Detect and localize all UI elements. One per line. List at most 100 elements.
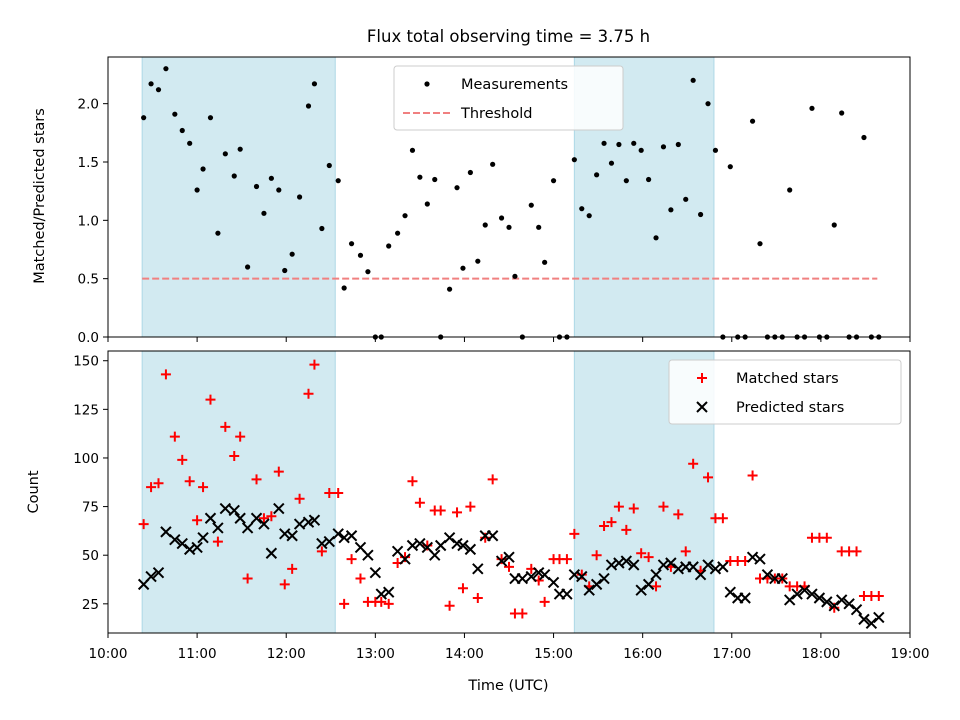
- bottom-predicted-stars-point-77: [702, 559, 714, 571]
- top-measurements-point-95: [839, 110, 845, 116]
- bottom-predicted-stars-point-55: [538, 568, 551, 581]
- bottom-predicted-stars-point-11: [212, 522, 224, 534]
- bottom-matched-stars-point-50: [504, 561, 514, 572]
- top-measurements-point-64: [608, 160, 615, 166]
- top-measurements-point-46: [475, 258, 481, 264]
- bottom-predicted-stars-point-4: [160, 526, 172, 538]
- bottom-matched-stars-point-27: [333, 487, 344, 498]
- top-measurements-point-76: [697, 211, 704, 218]
- top-measurements-point-43: [454, 185, 460, 191]
- top-measurements-point-55: [542, 259, 548, 265]
- top-measurements-point-78: [712, 147, 719, 153]
- bottom-matched-stars-point-73: [673, 509, 684, 520]
- bottom-matched-stars-point-3: [153, 478, 164, 489]
- bottom-predicted-stars-point-80: [724, 586, 737, 598]
- bottom-matched-stars-point-58: [561, 554, 572, 565]
- bottom-legend-label-2: Predicted stars: [736, 400, 844, 416]
- x-tick-label-2: 11:00: [178, 646, 217, 662]
- top-measurements-point-16: [253, 183, 260, 190]
- x-tick-label-5: 14:00: [445, 646, 484, 662]
- top-measurements-point-70: [653, 235, 659, 241]
- top-measurements-point-38: [417, 174, 423, 180]
- bottom-matched-stars-point-83: [747, 470, 758, 481]
- bottom-series-2: [137, 502, 885, 629]
- bottom-matched-stars-point-5: [169, 431, 180, 442]
- bottom-matched-stars-point-41: [435, 505, 446, 516]
- bottom-predicted-stars-point-22: [293, 518, 306, 530]
- x-tick-label-6: 15:00: [534, 646, 573, 662]
- bottom-y-tick-label-6: 150: [73, 354, 99, 370]
- top-measurements-point-49: [498, 215, 505, 221]
- bottom-predicted-stars-point-27: [332, 528, 344, 540]
- top-measurements-point-69: [646, 176, 652, 183]
- bottom-predicted-stars-point-97: [850, 603, 863, 616]
- x-tick-label-3: 12:00: [267, 646, 306, 662]
- bottom-predicted-stars-point-94: [828, 600, 840, 612]
- bottom-matched-stars-point-17: [258, 513, 269, 524]
- bottom-predicted-stars-point-38: [414, 537, 426, 550]
- bottom-predicted-stars-point-68: [635, 584, 647, 596]
- bottom-matched-stars-point-9: [198, 482, 209, 493]
- x-tick-label-10: 19:00: [891, 646, 930, 662]
- top-measurements-point-53: [528, 202, 534, 208]
- top-measurements-point-59: [571, 157, 577, 163]
- bottom-matched-stars-point-12: [220, 421, 231, 432]
- bottom-predicted-stars-point-85: [761, 568, 774, 581]
- top-measurements-point-7: [187, 140, 193, 146]
- top-measurements-point-98: [861, 134, 867, 141]
- bottom-matched-stars-point-21: [287, 563, 298, 574]
- top-measurements-point-63: [601, 140, 607, 146]
- top-measurements-point-6: [179, 127, 185, 134]
- top-measurements-point-62: [594, 172, 600, 178]
- top-measurements-point-91: [809, 105, 815, 111]
- bottom-predicted-stars-point-24: [308, 514, 321, 526]
- bottom-matched-stars-point-26: [324, 487, 335, 498]
- bottom-y-tick-label-3: 75: [82, 500, 99, 516]
- top-measurements-point-8: [194, 187, 200, 193]
- top-measurements-point-28: [341, 285, 347, 291]
- top-measurements-point-77: [705, 101, 711, 107]
- bottom-predicted-stars-point-32: [369, 567, 382, 579]
- top-y-tick-label-3: 1.0: [78, 213, 99, 229]
- bottom-legend: Matched stars Predicted stars: [668, 359, 902, 425]
- top-y-tick-label-5: 2.0: [78, 97, 99, 113]
- bottom-matched-stars-point-29: [346, 554, 357, 565]
- x-tick-label-8: 17:00: [712, 646, 751, 662]
- top-measurements-point-88: [787, 187, 793, 193]
- bottom-predicted-stars-point-95: [835, 594, 848, 606]
- bottom-matched-stars-point-70: [651, 581, 662, 592]
- bottom-matched-stars-point-6: [177, 454, 188, 465]
- bottom-predicted-stars-point-91: [806, 588, 818, 600]
- bottom-y-tick-label-5: 125: [73, 402, 99, 418]
- bottom-predicted-stars-point-21: [286, 530, 298, 542]
- top-measurements-point-75: [690, 77, 696, 83]
- top-legend-box: [393, 65, 624, 131]
- bottom-matched-stars-point-43: [452, 507, 463, 518]
- bottom-matched-stars-point-68: [636, 548, 647, 559]
- bottom-panel: 25 50 75 100 125 150 10:00 11:00 12:00 13:00 14:00…: [73, 350, 930, 662]
- top-measurements-point-13: [231, 173, 237, 179]
- bottom-matched-stars-point-46: [472, 592, 483, 603]
- bottom-predicted-stars-point-45: [464, 543, 477, 556]
- bottom-predicted-stars-point-46: [472, 563, 484, 575]
- top-panel: 0.0 0.5 1.0 1.5 2.0 Measurements Threshold: [78, 56, 911, 346]
- bottom-predicted-stars-point-3: [152, 567, 165, 579]
- bottom-matched-stars-point-62: [591, 550, 602, 561]
- bottom-matched-stars-point-69: [643, 552, 654, 563]
- bottom-y-axis-label: Count: [26, 470, 42, 513]
- bottom-matched-stars-point-67: [628, 503, 639, 514]
- bottom-predicted-stars-point-60: [576, 570, 588, 583]
- bottom-matched-stars-point-4: [160, 369, 171, 380]
- bottom-matched-stars-point-77: [703, 472, 714, 483]
- bottom-matched-stars-point-8: [192, 515, 203, 526]
- bottom-predicted-stars-point-17: [258, 518, 270, 530]
- top-measurements-point-34: [386, 243, 392, 249]
- bottom-predicted-stars-point-40: [429, 549, 441, 561]
- bottom-matched-stars-point-11: [212, 536, 223, 547]
- bottom-matched-stars-point-2: [146, 482, 157, 493]
- x-tick-label-7: 16:00: [623, 646, 662, 662]
- bottom-matched-stars-point-71: [658, 501, 669, 512]
- top-measurements-point-80: [727, 164, 733, 170]
- bottom-predicted-stars-point-100: [873, 611, 885, 624]
- top-measurements-point-3: [155, 87, 162, 93]
